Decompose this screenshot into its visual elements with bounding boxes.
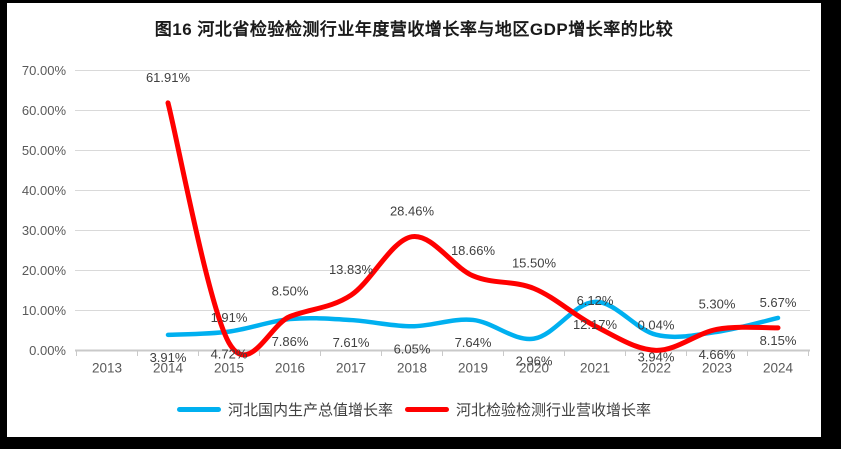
- series-line-0: [165, 299, 781, 342]
- x-axis-tick-label: 2014: [153, 361, 184, 376]
- data-point-label-1: 1.91%: [211, 310, 248, 325]
- x-axis-tick-label: 2016: [275, 361, 305, 376]
- y-axis-tick-label: 20.00%: [22, 263, 67, 278]
- data-point-label-0: 7.61%: [333, 335, 370, 350]
- industry-line-swatch: [405, 407, 449, 412]
- y-axis-tick-label: 70.00%: [22, 63, 67, 78]
- data-point-label-1: 6.12%: [577, 293, 614, 308]
- y-axis-tick-label: 60.00%: [22, 103, 67, 118]
- y-axis-tick-label: 10.00%: [22, 303, 67, 318]
- y-axis-tick-label: 50.00%: [22, 143, 67, 158]
- gdp-line-swatch: [176, 407, 221, 412]
- data-point-label-1: 0.04%: [638, 317, 675, 332]
- x-axis-tick-label: 2020: [519, 361, 549, 376]
- data-point-label-0: 3.94%: [638, 350, 675, 365]
- chart-legend: 河北国内生产总值增长率 河北检验检测行业营收增长率: [7, 399, 821, 420]
- series-line-1: [165, 100, 781, 358]
- data-point-label-0: 7.86%: [272, 334, 309, 349]
- x-axis-tick-label: 2018: [397, 361, 427, 376]
- data-point-label-0: 2.96%: [516, 354, 553, 369]
- data-point-label-1: 8.50%: [272, 284, 309, 299]
- x-axis-tick-label: 2021: [580, 361, 610, 376]
- data-point-label-1: 15.50%: [512, 256, 557, 271]
- y-axis-tick-label: 0.00%: [29, 343, 66, 358]
- data-point-label-1: 5.67%: [760, 295, 797, 310]
- x-axis-tick-label: 2017: [336, 361, 366, 376]
- data-point-label-0: 4.72%: [211, 347, 248, 362]
- x-axis-tick-label: 2023: [702, 361, 732, 376]
- data-point-label-0: 7.64%: [455, 335, 492, 350]
- page-background: [7, 3, 821, 437]
- data-point-label-1: 61.91%: [146, 70, 191, 85]
- x-axis-tick-label: 2024: [763, 361, 794, 376]
- data-point-label-0: 6.05%: [394, 341, 431, 356]
- legend-item-industry: 河北检验检测行业营收增长率: [405, 399, 651, 420]
- chart-title: 图16 河北省检验检测行业年度营收增长率与地区GDP增长率的比较: [154, 20, 674, 39]
- y-axis-tick-label: 30.00%: [22, 223, 67, 238]
- data-point-label-1: 18.66%: [451, 243, 496, 258]
- data-point-label-0: 4.66%: [699, 347, 736, 362]
- legend-label-gdp: 河北国内生产总值增长率: [227, 402, 393, 419]
- data-point-label-0: 3.91%: [150, 350, 187, 365]
- x-axis-tick-label: 2013: [92, 361, 122, 376]
- x-axis-tick-label: 2022: [641, 361, 671, 376]
- data-point-label-1: 28.46%: [390, 204, 435, 219]
- data-point-label-1: 5.30%: [699, 296, 736, 311]
- data-point-label-0: 12.17%: [573, 317, 618, 332]
- legend-item-gdp: 河北国内生产总值增长率: [176, 399, 393, 420]
- x-axis-tick-label: 2019: [458, 361, 488, 376]
- x-axis-tick-label: 2015: [214, 361, 244, 376]
- legend-label-industry: 河北检验检测行业营收增长率: [456, 402, 652, 419]
- y-axis-tick-label: 40.00%: [22, 183, 67, 198]
- data-point-label-1: 13.83%: [329, 262, 374, 277]
- data-point-label-0: 8.15%: [760, 333, 797, 348]
